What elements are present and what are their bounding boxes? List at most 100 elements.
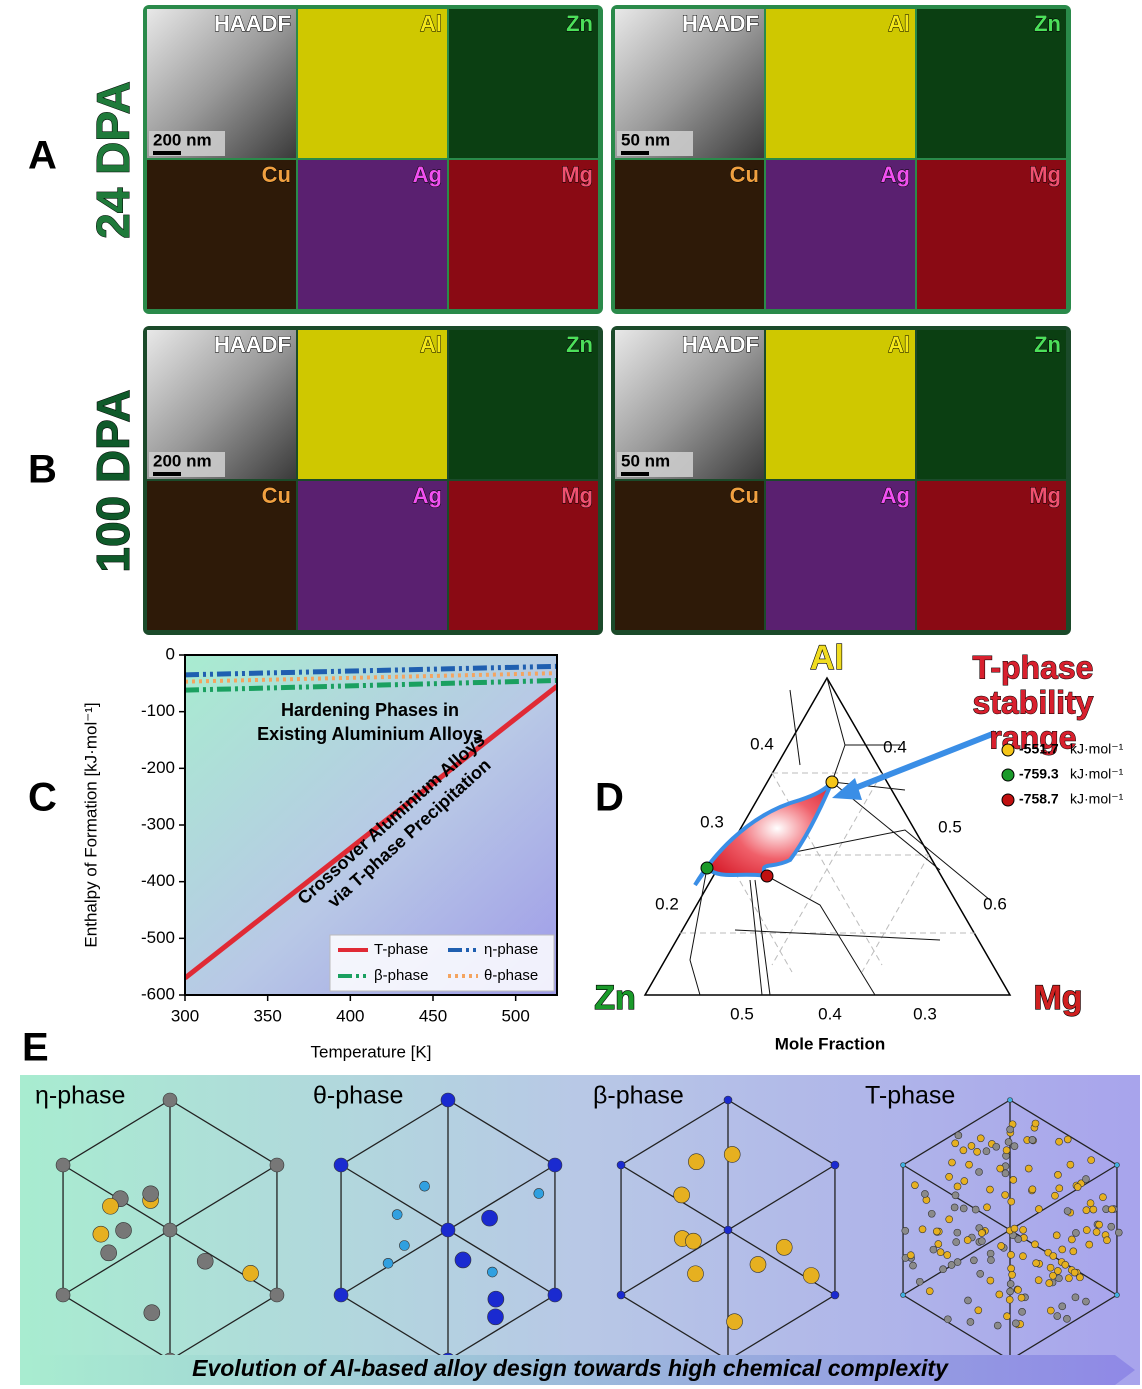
tile-label: Cu bbox=[262, 483, 291, 508]
tile-label: Cu bbox=[730, 162, 759, 187]
callout-line: stability bbox=[973, 684, 1094, 720]
tile-label: Ag bbox=[881, 483, 910, 508]
atom bbox=[1053, 1232, 1060, 1239]
atom bbox=[948, 1261, 955, 1268]
panel-label: B bbox=[28, 448, 57, 492]
atom bbox=[974, 1148, 981, 1155]
atom bbox=[955, 1132, 962, 1139]
atom bbox=[1015, 1286, 1022, 1293]
atom bbox=[1099, 1194, 1106, 1201]
atom bbox=[831, 1291, 839, 1299]
atom bbox=[1035, 1277, 1042, 1284]
callout: T-phase stability range bbox=[973, 649, 1094, 755]
atom bbox=[1050, 1252, 1057, 1259]
atom bbox=[674, 1187, 690, 1203]
tile-label: Mg bbox=[1029, 162, 1061, 187]
legend-label: β-phase bbox=[374, 967, 429, 984]
atom bbox=[617, 1291, 625, 1299]
phase-label: β-phase bbox=[593, 1082, 684, 1110]
atom bbox=[930, 1246, 937, 1253]
tile-label: Mg bbox=[561, 162, 593, 187]
tile-label: Cu bbox=[730, 483, 759, 508]
atom bbox=[270, 1158, 284, 1172]
atom bbox=[975, 1307, 982, 1314]
atom bbox=[976, 1168, 983, 1175]
atom bbox=[1035, 1206, 1042, 1213]
atom bbox=[997, 1165, 1004, 1172]
atom bbox=[1010, 1176, 1017, 1183]
atom bbox=[750, 1256, 766, 1272]
atom bbox=[1059, 1303, 1066, 1310]
atom bbox=[1025, 1165, 1032, 1172]
atom bbox=[685, 1233, 701, 1249]
atom bbox=[953, 1239, 960, 1246]
atom bbox=[1047, 1264, 1054, 1271]
atom bbox=[944, 1252, 951, 1259]
atom bbox=[987, 1277, 994, 1284]
atom bbox=[952, 1192, 959, 1199]
atom bbox=[687, 1266, 703, 1282]
tile-label: Zn bbox=[566, 11, 593, 36]
atom bbox=[1009, 1271, 1016, 1278]
atom bbox=[724, 1226, 732, 1234]
atom bbox=[383, 1258, 393, 1268]
atom bbox=[1051, 1192, 1058, 1199]
atom bbox=[1047, 1307, 1054, 1314]
atom bbox=[986, 1186, 993, 1193]
corner-label: Zn bbox=[594, 979, 636, 1017]
atom bbox=[1115, 1229, 1122, 1236]
scale-label: 50 nm bbox=[621, 451, 670, 470]
structures-panel bbox=[20, 1075, 1140, 1385]
atom bbox=[948, 1159, 955, 1166]
atom bbox=[972, 1206, 979, 1213]
atom bbox=[724, 1096, 732, 1104]
atom bbox=[116, 1222, 132, 1238]
phase-label: T-phase bbox=[865, 1082, 955, 1110]
atom bbox=[831, 1161, 839, 1169]
atom bbox=[1108, 1206, 1115, 1213]
atom bbox=[911, 1182, 918, 1189]
tick-label: 0.4 bbox=[883, 737, 907, 756]
panel-label: E bbox=[22, 1026, 49, 1070]
atom bbox=[966, 1161, 973, 1168]
atom bbox=[919, 1226, 926, 1233]
atom bbox=[1007, 1251, 1014, 1258]
atom bbox=[964, 1297, 971, 1304]
atom bbox=[548, 1288, 562, 1302]
atom bbox=[1007, 1288, 1014, 1295]
atom bbox=[143, 1186, 159, 1202]
atom bbox=[1076, 1274, 1083, 1281]
atom bbox=[392, 1210, 402, 1220]
atom bbox=[1046, 1280, 1053, 1287]
atom bbox=[1004, 1313, 1011, 1320]
atom bbox=[1072, 1229, 1079, 1236]
atom bbox=[1103, 1237, 1110, 1244]
atom bbox=[270, 1288, 284, 1302]
atom bbox=[487, 1309, 503, 1325]
atom bbox=[921, 1190, 928, 1197]
atom bbox=[907, 1252, 914, 1259]
annotation: Hardening Phases in bbox=[281, 700, 459, 720]
panel-label: D bbox=[595, 776, 624, 820]
atom bbox=[1072, 1294, 1079, 1301]
legend-value: -758.7 bbox=[1019, 791, 1059, 807]
atom bbox=[1082, 1298, 1089, 1305]
atom bbox=[724, 1146, 740, 1162]
atom bbox=[946, 1173, 953, 1180]
atom bbox=[334, 1288, 348, 1302]
atom bbox=[933, 1228, 940, 1235]
atom bbox=[101, 1245, 117, 1261]
atom bbox=[1011, 1143, 1018, 1150]
atom bbox=[1082, 1176, 1089, 1183]
point bbox=[826, 776, 838, 788]
atom bbox=[1007, 1126, 1014, 1133]
atom bbox=[1005, 1138, 1012, 1145]
x-axis-label: Temperature [K] bbox=[311, 1042, 432, 1061]
legend-unit: kJ·mol⁻¹ bbox=[1070, 741, 1124, 757]
atom bbox=[970, 1257, 977, 1264]
tick-label: 0.4 bbox=[818, 1004, 842, 1023]
atom bbox=[1020, 1226, 1027, 1233]
atom bbox=[954, 1183, 961, 1190]
atom bbox=[688, 1154, 704, 1170]
tick-label: 0.3 bbox=[700, 812, 724, 831]
